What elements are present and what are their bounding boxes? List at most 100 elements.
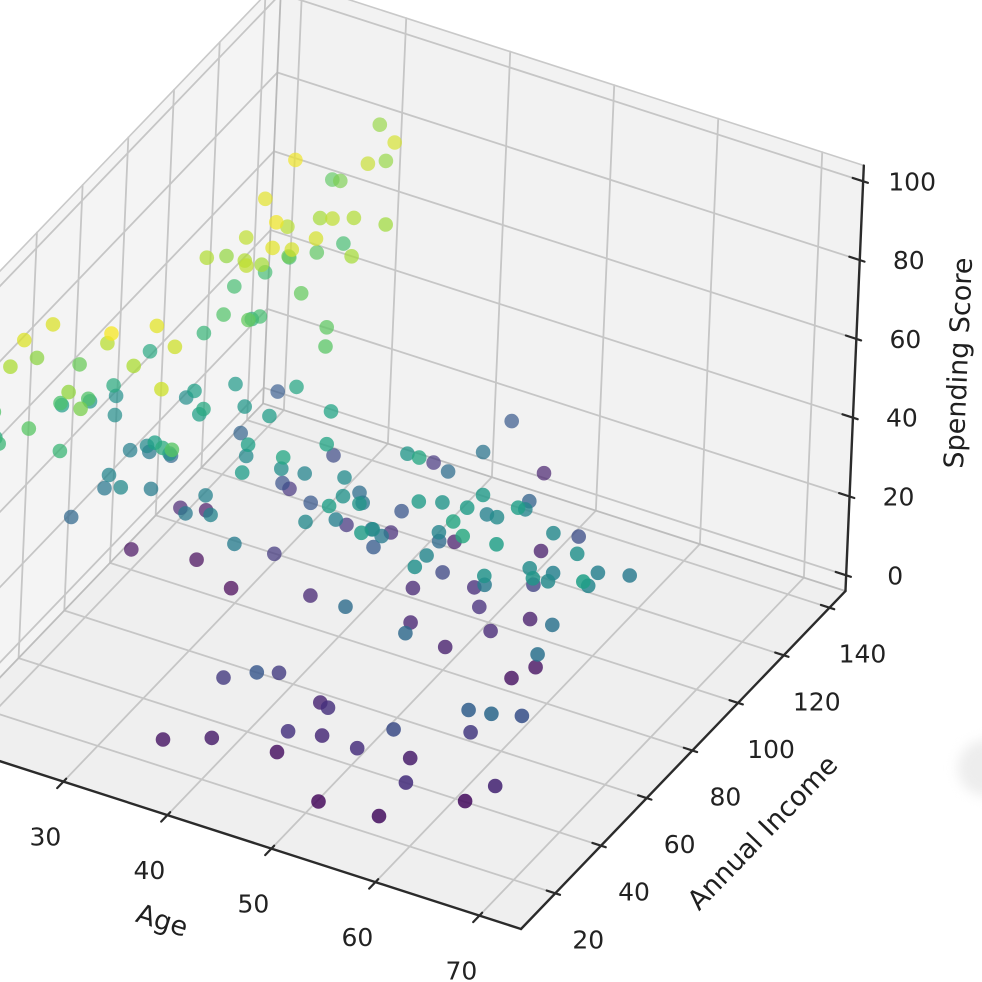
data-point [284,242,300,257]
data-point [398,625,413,641]
data-point [528,659,543,675]
data-point [122,442,138,458]
data-point [463,725,478,740]
data-point [312,210,328,226]
data-point [73,401,88,417]
data-point [387,135,403,150]
data-point [437,639,453,655]
data-point [455,528,471,544]
data-point [333,173,348,189]
data-point [275,475,290,491]
z-tick-label: 100 [888,167,936,196]
data-point [394,503,409,519]
z-tick-label: 0 [887,561,903,590]
data-point [101,467,117,483]
data-point [445,514,461,529]
data-point [29,350,45,366]
data-point [483,623,498,639]
data-point [402,750,418,766]
data-point [199,250,215,265]
data-point [372,117,388,132]
data-point [240,437,256,453]
data-point [398,775,414,790]
data-point [411,494,427,509]
data-point [426,455,441,470]
data-point [124,542,139,557]
data-point [164,442,180,458]
x-tick-label: 70 [445,957,477,982]
data-point [366,539,381,555]
data-point [113,480,129,495]
data-point [61,384,76,400]
data-point [53,395,68,411]
data-point [219,248,234,264]
data-point [540,574,556,589]
data-point [241,312,256,328]
data-point [311,794,326,809]
data-point [487,778,503,794]
x-tick-label: 30 [29,823,61,852]
data-point [154,381,169,397]
z-tick-label: 60 [889,325,921,354]
y-tick-label: 20 [572,925,604,954]
data-point [522,611,538,627]
data-point [0,407,2,417]
left-wall-pane [0,0,281,678]
data-point [346,210,362,226]
axes [0,164,870,931]
data-point [571,529,586,544]
data-point [309,245,325,260]
data-point [189,552,204,567]
data-point [288,152,303,168]
data-point [546,525,561,541]
data-point [269,215,284,230]
data-point [97,480,112,496]
data-point [477,568,492,584]
data-point [280,219,295,234]
data-point [303,495,319,511]
data-point [227,536,242,552]
data-point [106,378,121,393]
x-tick-label: 50 [237,890,269,919]
data-point [321,498,337,514]
data-point [289,379,304,395]
data-point [52,443,68,459]
data-point [239,258,254,273]
x-tick-label: 60 [341,923,373,952]
data-point [126,358,141,374]
data-point [318,339,333,354]
data-point [525,571,541,586]
data-point [419,548,434,563]
data-point [196,325,212,341]
data-point [196,401,211,417]
data-point [325,211,340,226]
data-point [435,495,450,510]
data-point [227,279,242,294]
data-point [275,450,291,465]
y-tick-label: 40 [618,878,650,907]
data-point [326,448,341,463]
data-point [335,488,351,504]
data-point [0,436,6,451]
data-point [510,500,526,515]
data-point [336,236,351,251]
data-point [249,665,265,680]
y-tick-label: 80 [709,783,741,812]
data-point [459,500,475,515]
data-point [514,708,530,724]
data-point [349,740,365,756]
z-tick-label: 20 [883,482,915,511]
data-point [475,444,491,460]
data-point [198,488,213,503]
data-point [143,481,159,497]
data-point [360,156,376,171]
data-point [155,732,171,747]
data-point [63,509,79,525]
data-point [314,728,330,743]
data-point [489,509,505,525]
data-point [337,470,352,485]
data-point [533,543,549,559]
